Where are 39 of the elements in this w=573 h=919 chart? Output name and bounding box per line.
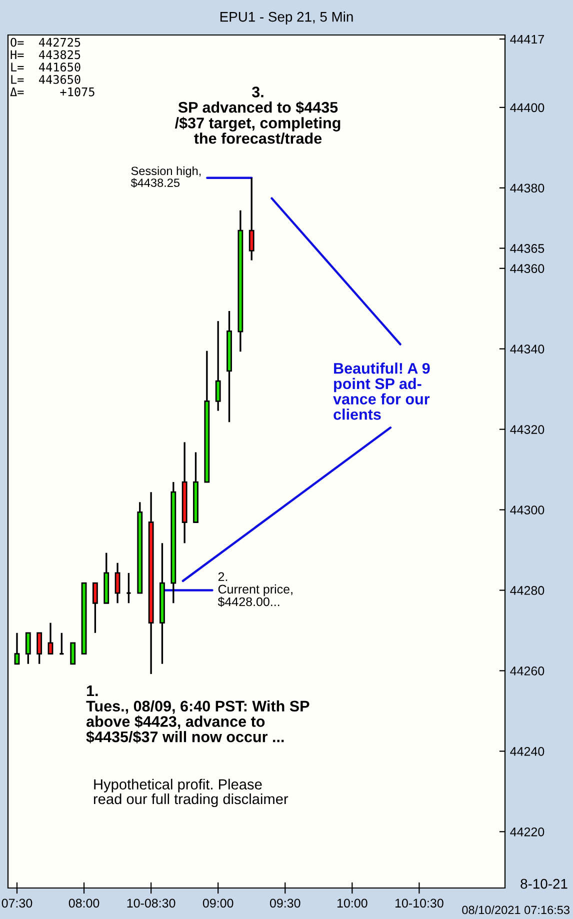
candlestick xyxy=(126,572,132,604)
y-tick-label: 44220 xyxy=(510,827,544,836)
y-tick-label: 44260 xyxy=(510,666,544,676)
x-tick-label: 10-08:30 xyxy=(127,898,176,908)
candlestick xyxy=(25,632,31,665)
candlestick xyxy=(14,632,20,665)
x-tick-label: 09:00 xyxy=(202,898,234,908)
x-tick-label: 10-10:30 xyxy=(395,898,444,908)
annotation: Hypothetical profit. Please read our full trading disclaimer xyxy=(94,778,288,808)
y-tick-label: 44360 xyxy=(510,264,544,274)
text: 8-10-21 xyxy=(520,878,568,889)
x-tick-label: 07:30 xyxy=(2,898,32,908)
y-tick-label: 44300 xyxy=(510,506,544,514)
y-tick-label: 44280 xyxy=(510,586,544,595)
candlestick xyxy=(92,582,98,634)
y-tick-label: 44240 xyxy=(510,747,544,756)
y-tick-label: 44320 xyxy=(510,425,544,434)
annotation: Session high, $4438.25 xyxy=(130,166,201,188)
annotation: Beautiful! A 9 point SP ad- vance for our clients xyxy=(333,362,430,420)
y-tick-label: 44380 xyxy=(510,184,544,193)
annotation: 1. Tues., 08/09, 6:40 PST: With SP above $4423, advance to $4435/$37 will now occur ... xyxy=(86,686,310,744)
annotation: 3. SP advanced to $4435 /$37 target, completing the forecast/trade xyxy=(174,86,340,144)
x-tick-label: 10:00 xyxy=(337,898,368,908)
x-tick-label: 09:30 xyxy=(270,898,300,908)
y-tick-label: 44417 xyxy=(510,34,544,44)
y-tick-label: 44340 xyxy=(510,344,544,354)
candlestick xyxy=(114,562,120,604)
y-tick-label: 44400 xyxy=(510,103,544,112)
text: 08/10/2021 07:16:53 xyxy=(462,905,570,914)
chart-title: EPU1 - Sep 21, 5 Min xyxy=(220,12,353,24)
candlestick xyxy=(248,177,254,262)
y-tick-label: 44365 xyxy=(510,244,544,253)
annotation: O= 442725 H= 443825 L= 441650 L= 443650 Δ= +1075 xyxy=(10,38,94,96)
candlestick xyxy=(36,632,42,665)
candlestick xyxy=(70,642,76,665)
candlestick xyxy=(48,622,54,655)
annotation: 2. Current price, $4428.00... xyxy=(218,572,292,607)
x-tick-label: 08:00 xyxy=(68,898,100,908)
candlestick xyxy=(215,320,221,412)
